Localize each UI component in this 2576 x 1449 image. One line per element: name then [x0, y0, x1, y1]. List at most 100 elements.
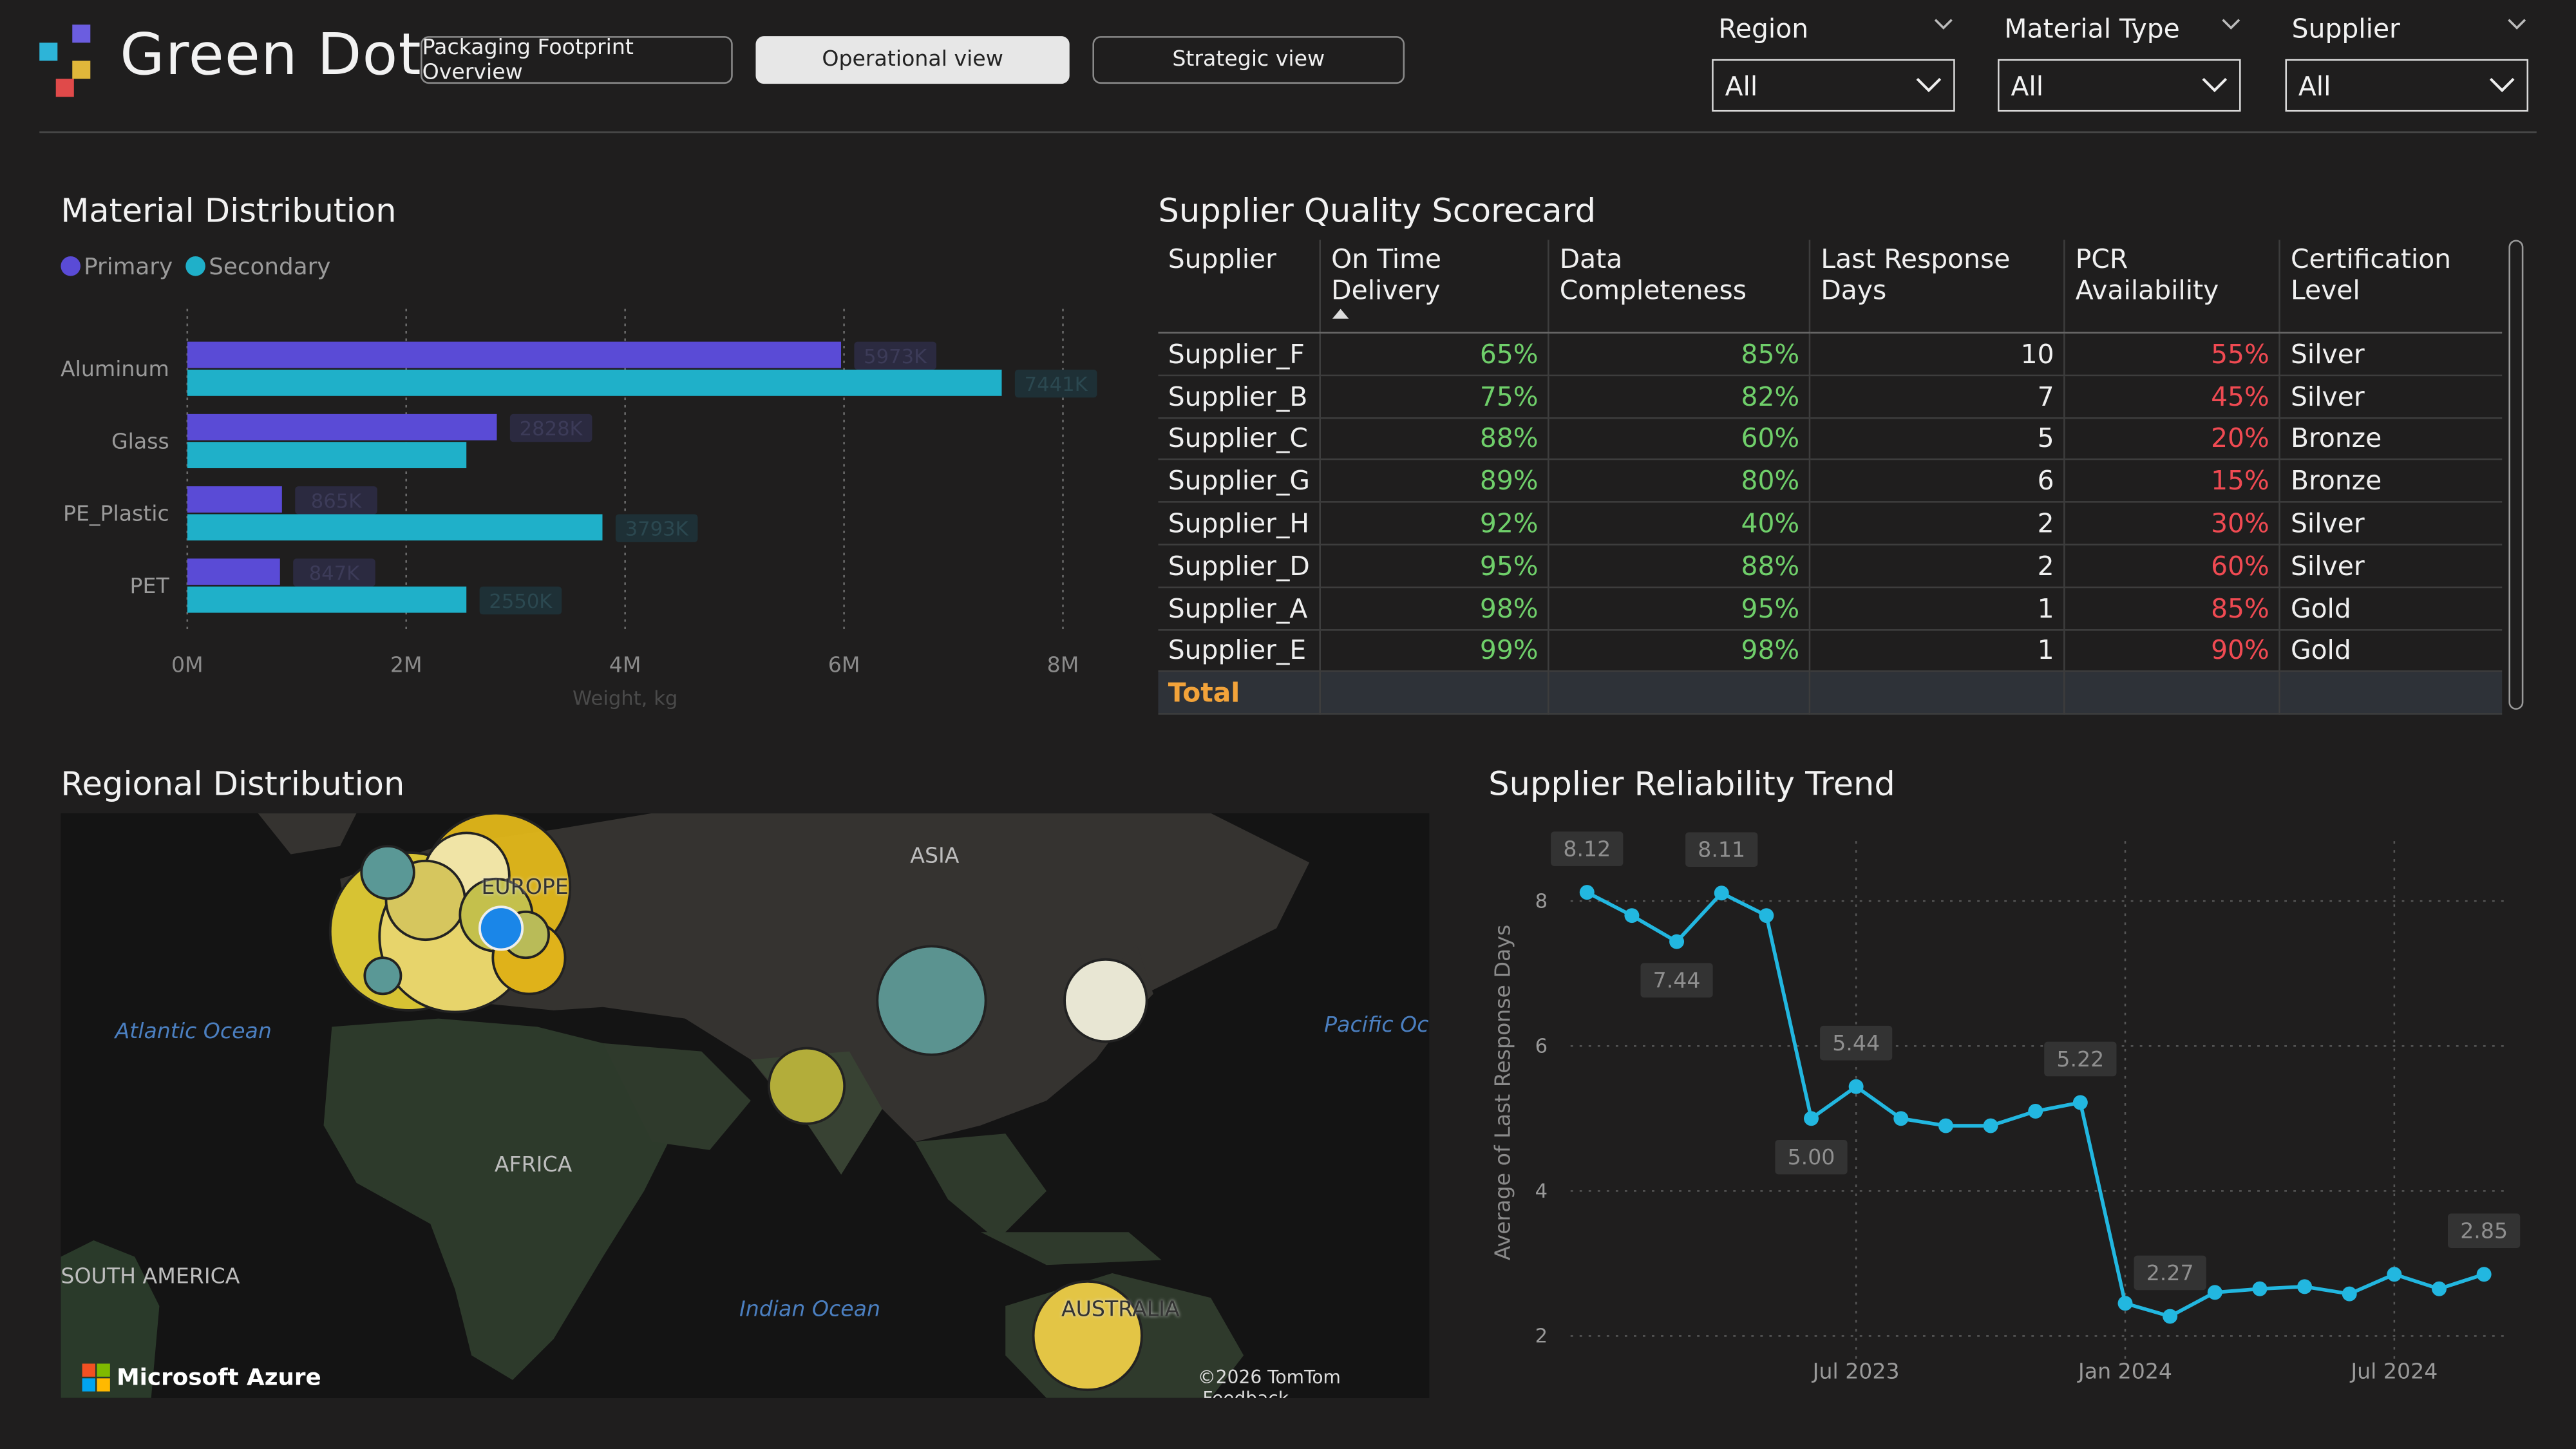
table-cell: Silver — [2280, 332, 2503, 376]
table-cell: 90% — [2065, 629, 2281, 673]
legend-primary[interactable]: Primary — [61, 254, 173, 281]
column-header-certification-level[interactable]: Certification Level — [2280, 240, 2503, 334]
bar — [187, 514, 603, 541]
map-feedback-link[interactable]: Feedback — [1202, 1388, 1289, 1398]
category-label: PET — [130, 573, 170, 598]
table-cell: 7 — [1810, 375, 2066, 419]
data-label-background — [2448, 1213, 2521, 1248]
table-cell: 45% — [2065, 375, 2281, 419]
table-cell: Bronze — [2280, 460, 2503, 504]
table-cell: 60% — [2065, 544, 2281, 588]
table-row[interactable]: Supplier_C 88% 60% 5 20% Bronze — [1158, 417, 2503, 461]
table-cell: 95% — [1549, 587, 1812, 630]
map-bubble — [478, 905, 524, 951]
y-axis-label: Average of Last Response Days — [1490, 925, 1515, 1260]
data-label: 5.22 — [2056, 1046, 2104, 1072]
table-row[interactable]: Supplier_A 98% 95% 1 85% Gold — [1158, 587, 2503, 630]
regional-map[interactable]: ASIA EUROPE AFRICA SOUTH AMERICA AUSTRAL… — [61, 813, 1430, 1398]
map-bubble — [360, 844, 415, 900]
data-point — [2072, 1095, 2088, 1110]
table-row[interactable]: Supplier_B 75% 82% 7 45% Silver — [1158, 375, 2503, 419]
column-header-on-time-delivery[interactable]: On Time Delivery — [1320, 240, 1550, 334]
app-title: Green Dot — [120, 23, 422, 89]
table-row[interactable]: Supplier_D 95% 88% 2 60% Silver — [1158, 544, 2503, 588]
supplier-value: All — [2298, 70, 2331, 101]
landmass-arabia — [603, 1043, 751, 1150]
data-point — [2297, 1279, 2313, 1294]
supplier-slicer-label: Supplier — [2291, 13, 2400, 44]
map-label-australia: AUSTRALIA — [1061, 1298, 1180, 1323]
x-tick-label: 4M — [609, 652, 641, 677]
category-label: PE_Plastic — [63, 501, 169, 526]
reliability-line-chart[interactable]: 2 4 6 8 Jul 2023 Jan 2024 Jul 2024 Average of L… — [1479, 822, 2530, 1397]
table-cell — [1810, 670, 2066, 715]
data-point — [1579, 885, 1595, 900]
landmass-greenland — [258, 813, 357, 855]
data-point — [1759, 908, 1774, 923]
table-cell — [2280, 670, 2503, 715]
data-label: 2550K — [489, 591, 553, 613]
material-type-dropdown[interactable]: All — [1998, 59, 2241, 112]
table-row[interactable]: Supplier_E 99% 98% 1 90% Gold — [1158, 629, 2503, 673]
scorecard-title: Supplier Quality Scorecard — [1158, 190, 1596, 231]
table-cell: Silver — [2280, 375, 2503, 419]
landmass-indonesia — [980, 1232, 1162, 1265]
table-row[interactable]: Supplier_G 89% 80% 6 15% Bronze — [1158, 460, 2503, 504]
data-label-background — [1551, 831, 1624, 866]
column-header-supplier[interactable]: Supplier — [1158, 240, 1321, 334]
table-cell — [2065, 670, 2281, 715]
x-axis-label: Weight, kg — [573, 687, 677, 710]
nav-packaging-footprint-overview[interactable]: Packaging Footprint Overview — [421, 35, 733, 84]
table-cell — [1549, 670, 1812, 715]
chevron-down-icon[interactable] — [2505, 13, 2528, 36]
data-point — [1848, 1079, 1864, 1094]
table-cell: Supplier_H — [1158, 502, 1321, 545]
data-label: 3793K — [625, 518, 689, 541]
material-bar-chart[interactable]: 0M 2M 4M 6M 8M Weight, kg Aluminum 5973K 7441K Gl… — [50, 296, 1134, 715]
data-label: 2828K — [520, 418, 583, 440]
data-label: 5.44 — [1832, 1030, 1880, 1056]
chevron-down-icon[interactable] — [1932, 13, 1955, 36]
table-cell: Supplier_F — [1158, 332, 1321, 376]
data-label-background — [293, 558, 375, 587]
bar — [187, 369, 1002, 396]
nav-operational-view[interactable]: Operational view — [755, 36, 1070, 84]
map-bubbles — [328, 813, 1148, 1392]
landmass-africa — [323, 1018, 669, 1380]
data-point — [1804, 1111, 1819, 1126]
table-row[interactable]: Supplier_H 92% 40% 2 30% Silver — [1158, 502, 2503, 545]
y-tick-label: 4 — [1535, 1180, 1548, 1203]
data-label-background — [615, 514, 698, 542]
column-header-data-completeness[interactable]: Data Completeness — [1549, 240, 1812, 334]
data-point — [1893, 1111, 1909, 1126]
column-header-last-response-days[interactable]: Last Response Days — [1810, 240, 2066, 334]
data-label-background — [1640, 963, 1713, 998]
reliability-trend-title: Supplier Reliability Trend — [1488, 764, 1895, 804]
map-bubble — [363, 956, 402, 996]
table-row[interactable]: Supplier_F 65% 85% 10 55% Silver — [1158, 332, 2503, 376]
sort-ascending-icon[interactable] — [1332, 307, 1350, 319]
supplier-dropdown[interactable]: All — [2285, 59, 2529, 112]
data-label: 865K — [311, 490, 362, 513]
x-tick-label: 2M — [390, 652, 422, 677]
table-scrollbar[interactable] — [2508, 240, 2524, 710]
table-cell: 85% — [2065, 587, 2281, 630]
table-cell: 55% — [2065, 332, 2281, 376]
y-tick-label: 6 — [1535, 1035, 1548, 1057]
data-label: 7441K — [1025, 374, 1088, 396]
bar — [187, 586, 467, 613]
table-cell: 82% — [1549, 375, 1812, 419]
table-cell: 98% — [1320, 587, 1550, 630]
column-header-pcr-availability[interactable]: PCR Availability — [2065, 240, 2281, 334]
region-dropdown[interactable]: All — [1712, 59, 1955, 112]
data-label: 7.44 — [1653, 968, 1701, 993]
data-label: 5973K — [864, 346, 927, 368]
bar — [187, 413, 497, 440]
map-label-africa: AFRICA — [494, 1153, 573, 1179]
chevron-down-icon[interactable] — [2219, 13, 2242, 36]
logo-icon — [36, 21, 102, 97]
nav-strategic-view[interactable]: Strategic view — [1092, 36, 1405, 84]
legend-secondary[interactable]: Secondary — [185, 254, 330, 281]
table-cell: 98% — [1549, 629, 1812, 673]
map-bubble — [1063, 958, 1148, 1043]
